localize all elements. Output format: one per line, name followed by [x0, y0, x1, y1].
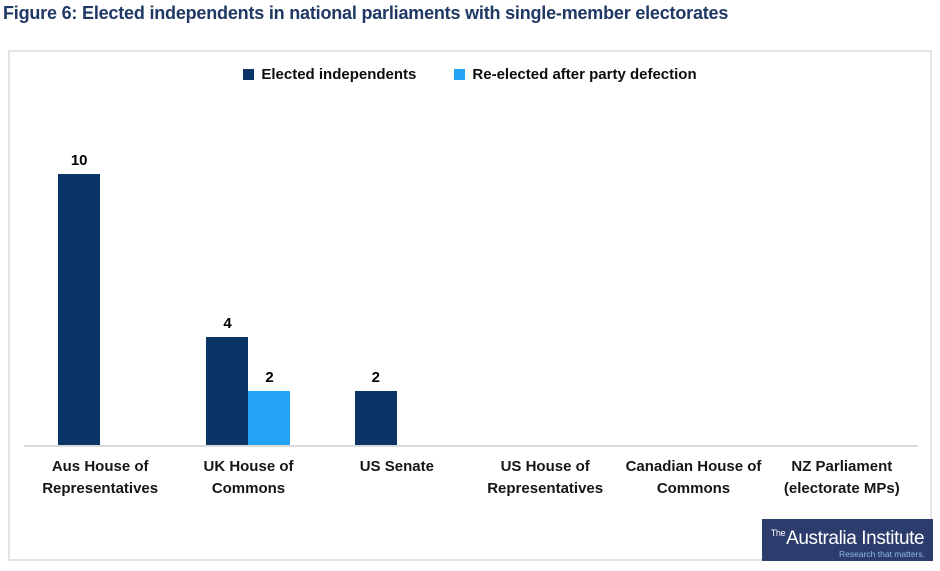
bar-re-elected-after-defection	[248, 391, 291, 445]
bar-group	[471, 142, 619, 445]
bar-elected-independents	[206, 337, 249, 445]
bar-value-label: 10	[70, 152, 88, 169]
bar-slot: 4	[206, 315, 249, 445]
x-axis-label: US Senate	[359, 458, 434, 475]
x-axis-label: NZ Parliament (electorate MPs)	[783, 458, 900, 497]
bar-value-label: 2	[265, 369, 274, 386]
x-axis-label: US House of Representatives	[487, 458, 604, 497]
legend-label: Re-elected after party defection	[472, 66, 697, 83]
x-axis-label: Aus House of Representatives	[42, 458, 159, 497]
plot-area: 10 4 2 2	[26, 142, 916, 445]
legend-item-re-elected: Re-elected after party defection	[454, 66, 697, 83]
figure-title: Figure 6: Elected independents in nation…	[3, 3, 729, 23]
bar-elected-independents	[58, 174, 101, 445]
legend-item-elected-independents: Elected independents	[243, 66, 416, 83]
chart-legend: Elected independents Re-elected after pa…	[10, 66, 930, 83]
bar-group: 10	[26, 142, 174, 445]
bar-slot: 2	[248, 369, 291, 445]
legend-swatch-dark-square-icon	[243, 69, 255, 80]
logo-the: The	[770, 528, 786, 538]
legend-swatch-light-square-icon	[454, 69, 466, 80]
bar-value-label: 4	[223, 315, 232, 332]
logo-wordmark: TheAustralia Institute	[762, 523, 933, 549]
bar-group	[768, 142, 916, 445]
australia-institute-logo: TheAustralia Institute Research that mat…	[762, 519, 933, 561]
legend-label: Elected independents	[261, 66, 417, 83]
bar-group: 2	[323, 142, 471, 445]
logo-name: Australia Institute	[786, 528, 925, 549]
bar-value-label: 2	[371, 369, 380, 386]
logo-tagline: Research that matters.	[839, 549, 925, 559]
x-axis-line	[24, 445, 918, 447]
bar-slot: 2	[354, 369, 397, 445]
x-axis-labels: Aus House of Representatives UK House of …	[26, 456, 916, 508]
bar-group	[619, 142, 767, 445]
x-axis-label: UK House of Commons	[203, 458, 294, 497]
chart-panel: Elected independents Re-elected after pa…	[8, 50, 932, 561]
bar-slot: 10	[58, 152, 101, 445]
bar-elected-independents	[354, 391, 397, 445]
x-axis-label: Canadian House of Commons	[625, 458, 762, 497]
